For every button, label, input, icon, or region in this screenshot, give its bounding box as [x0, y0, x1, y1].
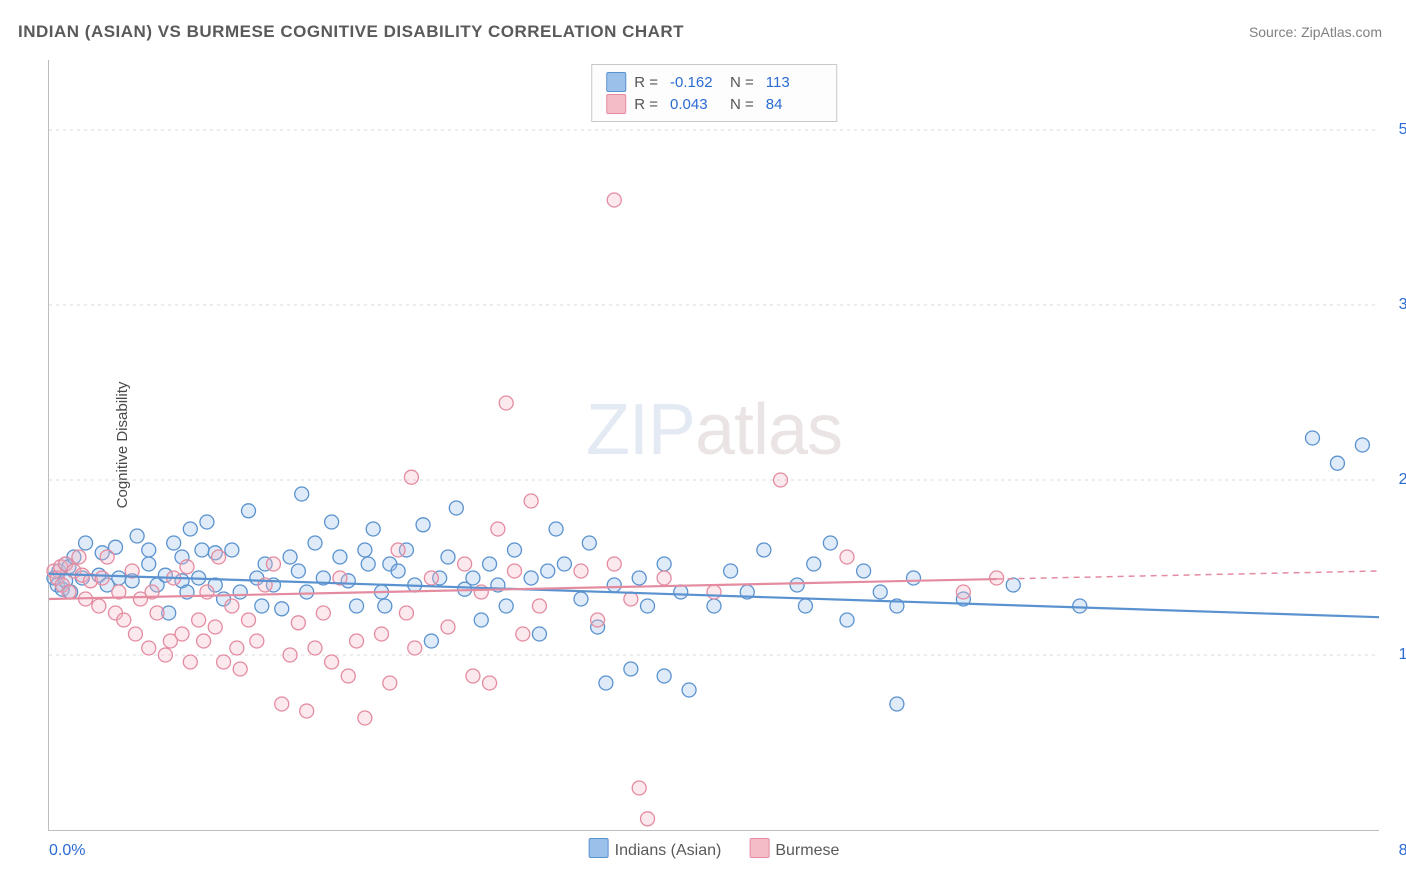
- series-legend: Indians (Asian) Burmese: [589, 838, 840, 860]
- swatch-indians-bottom: [589, 838, 609, 858]
- legend-label-indians: Indians (Asian): [615, 842, 722, 859]
- chart-title: INDIAN (ASIAN) VS BURMESE COGNITIVE DISA…: [18, 22, 684, 42]
- scatter-svg: [49, 60, 1379, 830]
- legend-label-burmese: Burmese: [775, 842, 839, 859]
- y-tick-label: 12.5%: [1389, 646, 1406, 664]
- x-tick-min: 0.0%: [49, 842, 85, 860]
- swatch-burmese-bottom: [749, 838, 769, 858]
- y-tick-label: 50.0%: [1389, 121, 1406, 139]
- legend-item-indians: Indians (Asian): [589, 838, 722, 860]
- plot-area: Cognitive Disability ZIPatlas R = -0.162…: [48, 60, 1379, 831]
- y-tick-label: 37.5%: [1389, 296, 1406, 314]
- source-label: Source: ZipAtlas.com: [1249, 24, 1382, 40]
- y-tick-label: 25.0%: [1389, 471, 1406, 489]
- x-tick-max: 80.0%: [1399, 842, 1406, 860]
- legend-item-burmese: Burmese: [749, 838, 839, 860]
